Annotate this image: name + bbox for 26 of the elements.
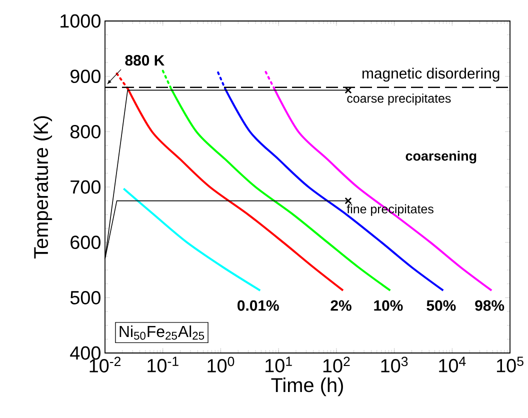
series-label: 98%: [475, 300, 504, 311]
annotation: Ni$_{50}$Fe$_{25}$Al$_{25}$: [120, 325, 204, 340]
y-tick-label: 700: [70, 180, 100, 194]
series-label: 0.01%: [238, 300, 279, 311]
x-tick-label: 10$^{4}$: [439, 356, 466, 372]
y-tick-label: 500: [70, 290, 100, 304]
y-axis-title: Temperature (K): [33, 116, 52, 259]
y-tick-label: 800: [70, 124, 100, 138]
y-tick-label: 900: [70, 70, 100, 84]
x-axis-title: Time (h): [271, 378, 343, 396]
series-label: 10%: [374, 300, 403, 311]
ref-line-label: magnetic disordering: [362, 68, 500, 82]
annotation: coarsening: [406, 150, 476, 164]
y-tick-label: 600: [70, 236, 100, 250]
x-tick-label: 10$^{0}$: [208, 356, 234, 372]
x-tick-label: 10$^{3}$: [381, 356, 408, 372]
x-tick-label: 10$^{1}$: [266, 356, 292, 372]
annotation: coarse precipitates: [347, 94, 451, 106]
series-label: 2%: [330, 300, 352, 311]
annotation: 880 K: [125, 55, 164, 66]
x-tick-label: 10$^{-1}$: [148, 356, 178, 372]
y-tick-label: 400: [70, 346, 100, 360]
x-tick-label: 10$^{5}$: [496, 356, 524, 372]
y-tick-label: 1000: [60, 14, 100, 28]
x-tick-label: 10$^{2}$: [323, 356, 350, 372]
series-label: 50%: [426, 300, 456, 311]
